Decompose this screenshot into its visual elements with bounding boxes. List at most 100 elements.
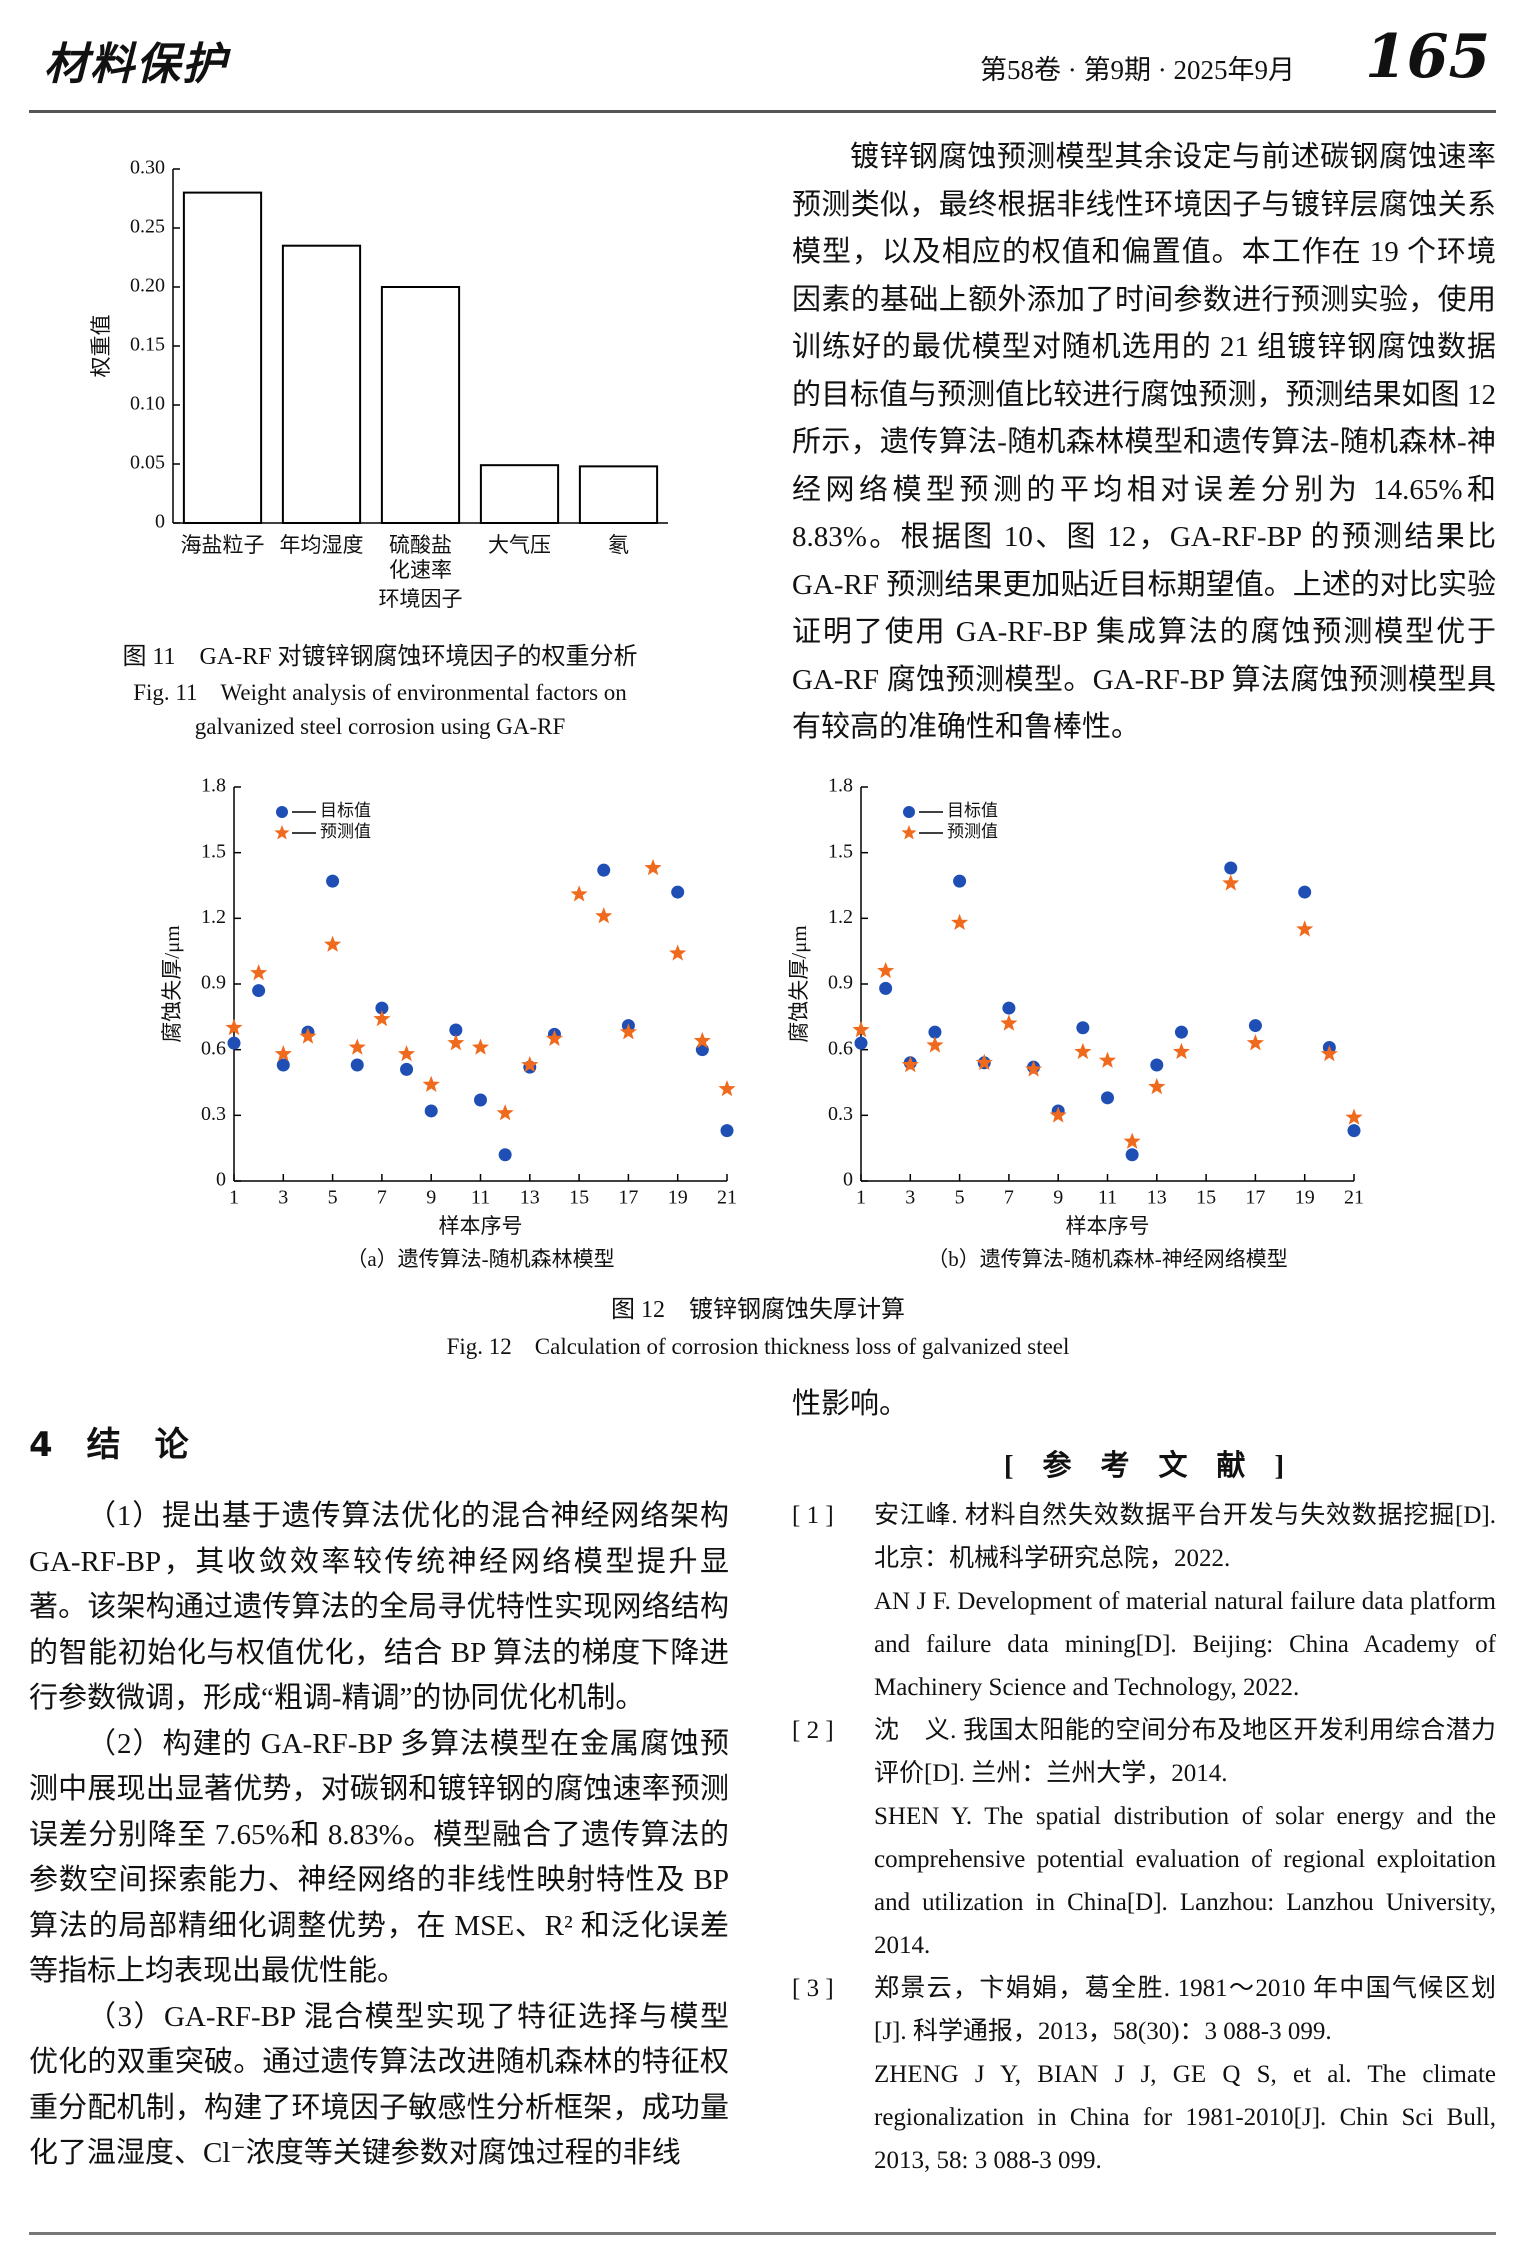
point xyxy=(521,1056,539,1073)
point xyxy=(1150,1058,1164,1072)
y-tick-label: 0.10 xyxy=(130,393,165,415)
point xyxy=(375,1001,389,1015)
point xyxy=(250,964,268,981)
legend-marker xyxy=(274,825,290,840)
scatter-chart: 00.30.60.91.21.51.81 3 5 7 9 11 13 15 17 19 21目标值预… xyxy=(787,775,1364,1271)
y-tick-label: 0.6 xyxy=(201,1037,226,1059)
reference-number: [ 2 ] xyxy=(792,1717,834,1744)
reference-en: SHEN Y. The spatial distribution of sola… xyxy=(874,1803,1496,1959)
y-tick-label: 0.20 xyxy=(130,275,165,297)
point xyxy=(720,1124,734,1138)
body-paragraph: （2）构建的 GA-RF-BP 多算法模型在金属腐蚀预测中展现出显著优势，对碳钢… xyxy=(29,1727,729,1988)
point xyxy=(953,874,967,888)
legend-label: 目标值 xyxy=(947,801,998,820)
point xyxy=(718,1080,736,1097)
y-tick-label: 1.8 xyxy=(201,775,226,797)
x-tick-label: 1 xyxy=(229,1187,239,1209)
scatter-chart: 00.30.60.91.21.51.81 3 5 7 9 11 13 15 17 19 21目标值预… xyxy=(160,775,737,1271)
legend-label: 预测值 xyxy=(320,822,371,841)
y-tick-label: 0.6 xyxy=(828,1037,853,1059)
y-tick-label: 1.2 xyxy=(828,906,853,928)
point xyxy=(901,1056,919,1073)
point xyxy=(1002,1001,1016,1015)
x-tick-label: 3 xyxy=(278,1187,288,1209)
x-tick-label: 13 xyxy=(1147,1187,1167,1209)
x-tick-label: 15 xyxy=(569,1187,589,1209)
point xyxy=(1049,1106,1067,1123)
legend-label: 预测值 xyxy=(947,822,998,841)
point xyxy=(227,1036,241,1050)
x-tick-label: 21 xyxy=(1344,1187,1364,1209)
point xyxy=(1076,1021,1090,1035)
y-axis-label: 权重值 xyxy=(89,315,113,378)
bar xyxy=(281,244,362,524)
reference-en: ZHENG J Y, BIAN J J, GE Q S, et al. The … xyxy=(874,2061,1496,2174)
x-tick-label: 11 xyxy=(1098,1187,1117,1209)
x-tick-label: 19 xyxy=(1295,1187,1315,1209)
point xyxy=(498,1148,512,1162)
point xyxy=(324,935,342,952)
references-title: [ 参 考 文 献 ] xyxy=(1003,1450,1285,1482)
x-tick-label: 1 xyxy=(856,1187,866,1209)
point xyxy=(570,885,588,902)
x-tick-label: 17 xyxy=(618,1187,638,1209)
y-tick-label: 0 xyxy=(155,511,165,533)
point xyxy=(1101,1091,1114,1105)
point xyxy=(669,944,687,961)
point xyxy=(1224,861,1238,875)
point xyxy=(595,907,613,924)
point xyxy=(373,1010,391,1027)
x-tick-label: 7 xyxy=(1004,1187,1014,1209)
y-axis-label: 腐蚀失厚/μm xyxy=(160,925,184,1042)
reference-cn: 安江峰. 材料自然失效数据平台开发与失效数据挖掘[D]. 北京：机械科学研究总院… xyxy=(874,1502,1496,1572)
x-tick-label: 氡 xyxy=(608,533,629,557)
y-tick-label: 0.3 xyxy=(828,1103,853,1125)
body-paragraph: （3）GA-RF-BP 混合模型实现了特征选择与模型优化的双重突破。通过遗传算法… xyxy=(29,2000,729,2170)
x-tick-label: 13 xyxy=(520,1187,540,1209)
point xyxy=(350,1058,364,1072)
body-paragraph: 镀锌钢腐蚀预测模型其余设定与前述碳钢腐蚀速率预测类似，最终根据非线性环境因子与镀… xyxy=(792,141,1496,743)
point xyxy=(926,1036,944,1053)
references: [ 1 ] 安江峰. 材料自然失效数据平台开发与失效数据挖掘[D]. 北京：机械… xyxy=(792,1494,1496,2182)
reference-cn: 郑景云，卞娟娟，葛全胜. 1981～2010 年中国气候区划[J]. 科学通报，… xyxy=(874,1975,1496,2045)
point xyxy=(693,1031,711,1049)
legend-label: 目标值 xyxy=(320,801,371,820)
page-number: 165 xyxy=(1365,22,1491,92)
point xyxy=(1125,1148,1139,1162)
x-tick-label: 7 xyxy=(377,1187,387,1209)
y-tick-label: 0.9 xyxy=(201,972,226,994)
x-tick-label: 硫酸盐化速率 xyxy=(389,533,452,582)
figure-caption-cn: 图 11 GA-RF 对镀锌钢腐蚀环境因子的权重分析 xyxy=(122,644,638,670)
section-body: （1）提出基于遗传算法优化的混合神经网络架构 GA-RF-BP，其收敛效率较传统… xyxy=(29,1494,729,2177)
point xyxy=(449,1023,463,1037)
point xyxy=(1098,1051,1117,1068)
y-tick-label: 1.2 xyxy=(201,906,226,928)
reference: [ 3 ] 郑景云，卞娟娟，葛全胜. 1981～2010 年中国气候区划[J].… xyxy=(792,1967,1496,2182)
point xyxy=(644,859,662,876)
x-tick-label: 15 xyxy=(1196,1187,1216,1209)
y-tick-label: 0.15 xyxy=(130,334,165,356)
point xyxy=(471,1038,490,1055)
point xyxy=(447,1034,465,1051)
point xyxy=(424,1104,438,1118)
legend-marker xyxy=(903,806,915,818)
chart-caption: （a）遗传算法-随机森林模型 xyxy=(346,1247,614,1271)
point xyxy=(854,1036,868,1050)
x-tick-label: 大气压 xyxy=(488,533,551,557)
x-tick-label: 海盐粒子 xyxy=(181,533,265,557)
legend-marker xyxy=(901,825,917,840)
figure-caption-en: Fig. 12 Calculation of corrosion thickne… xyxy=(446,1334,1070,1359)
point xyxy=(422,1075,440,1092)
journal-logo: 材料保护 xyxy=(44,40,228,89)
x-axis-label: 环境因子 xyxy=(379,587,463,611)
y-tick-label: 0 xyxy=(216,1169,226,1191)
x-tick-label: 17 xyxy=(1245,1187,1265,1209)
x-tick-label: 5 xyxy=(328,1187,338,1209)
y-tick-label: 0.05 xyxy=(130,452,165,474)
point xyxy=(1025,1060,1043,1077)
point xyxy=(1172,1042,1190,1060)
chart-caption: （b）遗传算法-随机森林-神经网络模型 xyxy=(927,1247,1288,1271)
point xyxy=(274,1045,292,1062)
x-tick-label: 21 xyxy=(717,1187,737,1209)
